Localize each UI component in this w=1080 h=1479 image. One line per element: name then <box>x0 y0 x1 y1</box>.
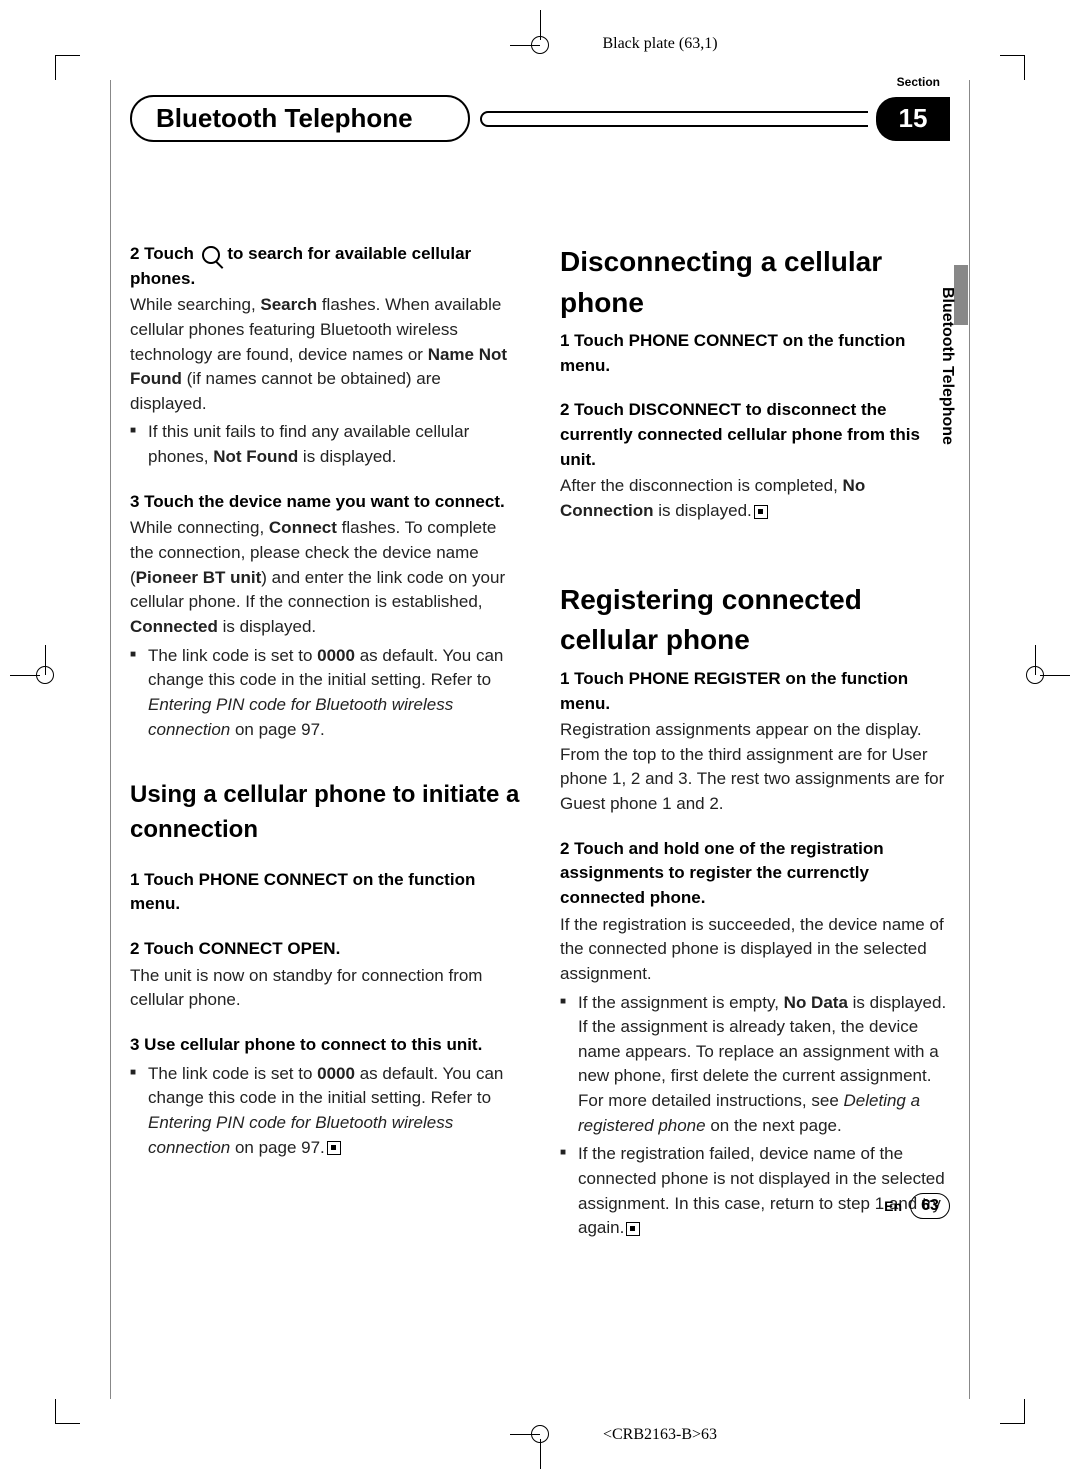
heading: Disconnecting a cellular phone <box>560 242 950 323</box>
step-heading: 2 Touch DISCONNECT to disconnect the cur… <box>560 398 950 472</box>
bullet: If this unit fails to find any available… <box>130 420 520 469</box>
step-heading: 1 Touch PHONE CONNECT on the function me… <box>130 868 520 917</box>
footer-code: <CRB2163-B>63 <box>603 1426 717 1444</box>
body-text: The unit is now on standby for connectio… <box>130 964 520 1013</box>
right-column: Disconnecting a cellular phone 1 Touch P… <box>560 242 950 1241</box>
end-mark-icon <box>626 1222 640 1236</box>
section-label: Section <box>897 75 940 89</box>
step-heading: 2 Touch and hold one of the registration… <box>560 837 950 911</box>
corner-tl <box>55 55 80 80</box>
left-column: 2 Touch to search for available cellular… <box>130 242 520 1241</box>
section-number-badge: 15 <box>876 97 950 141</box>
step-heading: 2 Touch CONNECT OPEN. <box>130 937 520 962</box>
step-heading: 1 Touch PHONE REGISTER on the function m… <box>560 667 950 716</box>
body-text: While connecting, Connect flashes. To co… <box>130 516 520 639</box>
xref-tail: on page 97. <box>230 1138 325 1157</box>
plate-label: Black plate (63,1) <box>602 35 717 53</box>
heading: Registering connected cellular phone <box>560 580 950 661</box>
bullet: The link code is set to 0000 as default.… <box>130 644 520 743</box>
step-heading: 2 Touch to search for available cellular… <box>130 242 520 291</box>
crop-mark-left <box>30 660 60 690</box>
end-mark-icon <box>754 505 768 519</box>
xref-tail: on the next page. <box>706 1116 842 1135</box>
end-mark-icon <box>327 1141 341 1155</box>
corner-tr <box>1000 55 1025 80</box>
step-heading: 3 Touch the device name you want to conn… <box>130 490 520 515</box>
page-footer: En 63 <box>884 1193 950 1219</box>
step-heading: 3 Use cellular phone to connect to this … <box>130 1033 520 1058</box>
xref-tail: on page 97. <box>230 720 325 739</box>
bullet: If the registration failed, device name … <box>560 1142 950 1241</box>
crop-mark-top <box>525 30 555 60</box>
two-column-layout: 2 Touch to search for available cellular… <box>130 242 950 1241</box>
subheading: Using a cellular phone to initiate a con… <box>130 778 520 848</box>
crop-mark-bottom <box>525 1419 555 1449</box>
header-divider <box>480 111 868 127</box>
chapter-title: Bluetooth Telephone <box>130 95 470 142</box>
step-heading: 1 Touch PHONE CONNECT on the function me… <box>560 329 950 378</box>
lang-code: En <box>884 1198 902 1214</box>
bullet: If the assignment is empty, No Data is d… <box>560 991 950 1139</box>
page-content: Section Bluetooth Telephone 15 Bluetooth… <box>130 95 950 1241</box>
body-text: While searching, Search flashes. When av… <box>130 293 520 416</box>
corner-br <box>1000 1399 1025 1424</box>
bullet: The link code is set to 0000 as default.… <box>130 1062 520 1161</box>
body-text: After the disconnection is completed, No… <box>560 474 950 523</box>
crop-mark-right <box>1020 660 1050 690</box>
body-text: If the registration is succeeded, the de… <box>560 913 950 987</box>
header-row: Bluetooth Telephone 15 <box>130 95 950 142</box>
side-tab-text: Bluetooth Telephone <box>938 287 956 445</box>
side-tab <box>954 265 968 325</box>
page-number: 63 <box>910 1193 950 1219</box>
magnifier-icon <box>202 246 220 264</box>
body-text: Registration assignments appear on the d… <box>560 718 950 817</box>
step-text: 2 Touch <box>130 244 199 263</box>
corner-bl <box>55 1399 80 1424</box>
